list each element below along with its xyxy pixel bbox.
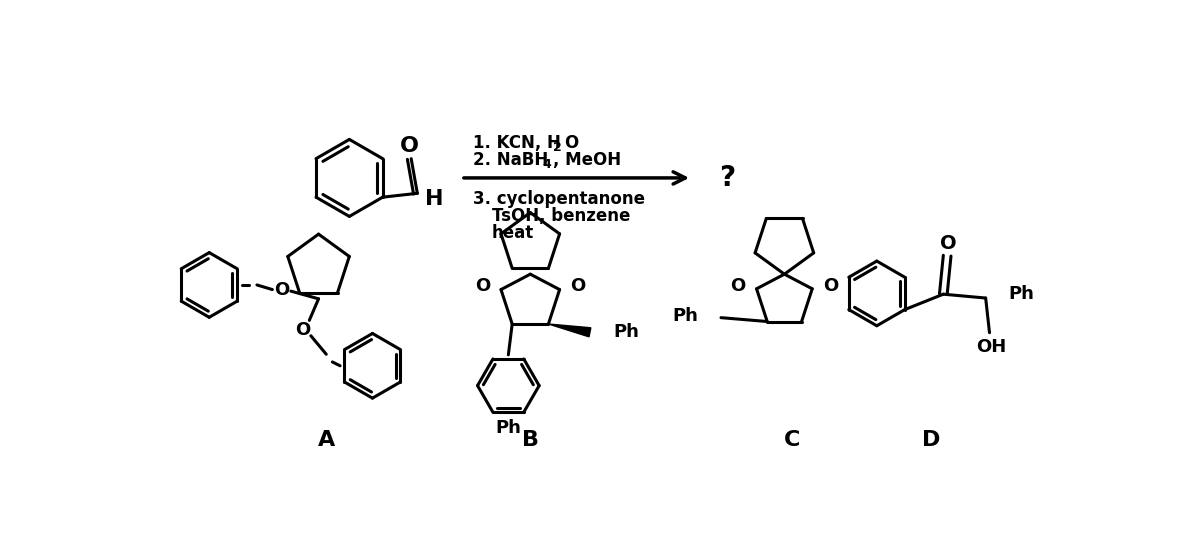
Text: 2. NaBH: 2. NaBH	[473, 151, 547, 169]
Text: Ph: Ph	[613, 324, 638, 341]
Polygon shape	[548, 324, 590, 337]
Text: O: O	[274, 280, 289, 298]
Text: Ph: Ph	[672, 307, 698, 325]
Text: 3. cyclopentanone: 3. cyclopentanone	[473, 190, 644, 208]
Text: 1. KCN, H: 1. KCN, H	[473, 134, 560, 152]
Text: D: D	[922, 430, 940, 450]
Text: O: O	[823, 277, 839, 295]
Text: 2: 2	[553, 141, 562, 154]
Text: ?: ?	[719, 164, 734, 192]
Text: B: B	[522, 430, 539, 450]
Text: OH: OH	[976, 337, 1006, 356]
Text: O: O	[475, 278, 491, 295]
Text: A: A	[318, 430, 335, 450]
Text: 4: 4	[542, 158, 551, 171]
Text: C: C	[784, 430, 800, 450]
Text: Ph: Ph	[1009, 285, 1034, 303]
Text: O: O	[564, 134, 578, 152]
Text: O: O	[731, 277, 745, 295]
Text: H: H	[425, 189, 444, 209]
Text: O: O	[400, 136, 419, 156]
Text: heat: heat	[492, 223, 534, 241]
Text: O: O	[295, 321, 311, 338]
Text: TsOH, benzene: TsOH, benzene	[492, 207, 630, 224]
Text: Ph: Ph	[496, 419, 521, 437]
Text: O: O	[570, 278, 586, 295]
Text: O: O	[941, 234, 958, 253]
Text: , MeOH: , MeOH	[553, 151, 622, 169]
